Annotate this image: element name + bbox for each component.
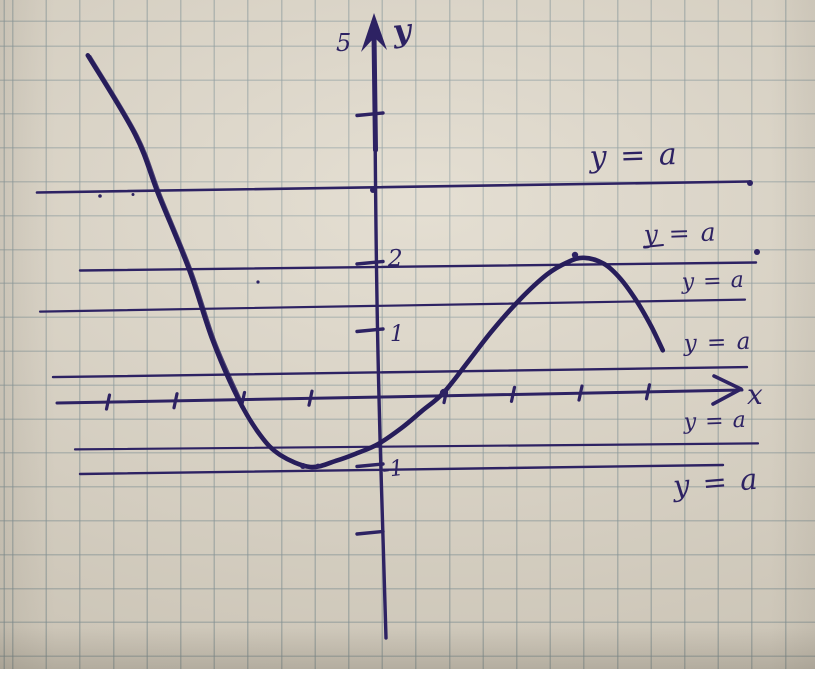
a-line-5 (73, 442, 760, 451)
a-line-2 (78, 261, 758, 272)
y-axis (355, 13, 388, 640)
ink-blot (300, 463, 306, 469)
y-axis-arrow-icon (361, 13, 387, 52)
ink-blot (256, 280, 260, 284)
ink-blot (439, 388, 449, 398)
ink-blot (754, 249, 760, 255)
axis-tick (355, 327, 385, 334)
ink-blot (315, 463, 321, 469)
x-axis-line (55, 388, 744, 405)
x-axis-label: x (747, 378, 763, 411)
y-axis-overdraw (371, 31, 378, 153)
ink-blot (571, 251, 579, 259)
a-line-label-2-underline (643, 244, 664, 248)
ink-blot (747, 180, 753, 186)
axis-tick (644, 383, 652, 401)
x-axis-arrow-icon (711, 374, 743, 406)
ink-blot (370, 187, 376, 193)
axis-tick (355, 111, 385, 118)
a-line-label-4: y = a (682, 329, 752, 357)
function-curve-overdraw (89, 55, 242, 400)
axis-tick (509, 385, 517, 403)
a-line-label-2: y = a (642, 217, 717, 249)
axis-tick (355, 462, 385, 469)
y-tick-label-1: 1 (390, 322, 404, 347)
axis-tick (104, 393, 112, 411)
function-curve (85, 53, 666, 470)
axis-tick (172, 392, 179, 410)
axis-tick (577, 384, 584, 402)
a-line-label-3: y = a (680, 268, 745, 295)
y-axis-ticks (355, 111, 385, 536)
ink-blot (131, 193, 135, 196)
ink-blots (98, 180, 760, 469)
y-tick-label-minus-1: -1 (381, 456, 405, 483)
y-axis-label: y (390, 12, 415, 50)
ink-blot (98, 194, 102, 198)
y-tick-label-2: 2 (387, 246, 403, 272)
a-line-6 (78, 463, 725, 476)
a-line-label-1: y = a (587, 137, 679, 175)
axis-tick (355, 259, 385, 266)
a-line-label-5: y = a (682, 408, 747, 435)
y-tick-label-5: 5 (336, 29, 351, 57)
a-line-1 (35, 180, 752, 194)
a-line-4 (51, 365, 749, 379)
axis-tick (355, 529, 385, 536)
x-axis (55, 374, 744, 411)
a-line-3 (38, 298, 747, 313)
axis-tick (307, 389, 314, 407)
a-line-label-6: y = a (670, 462, 761, 504)
